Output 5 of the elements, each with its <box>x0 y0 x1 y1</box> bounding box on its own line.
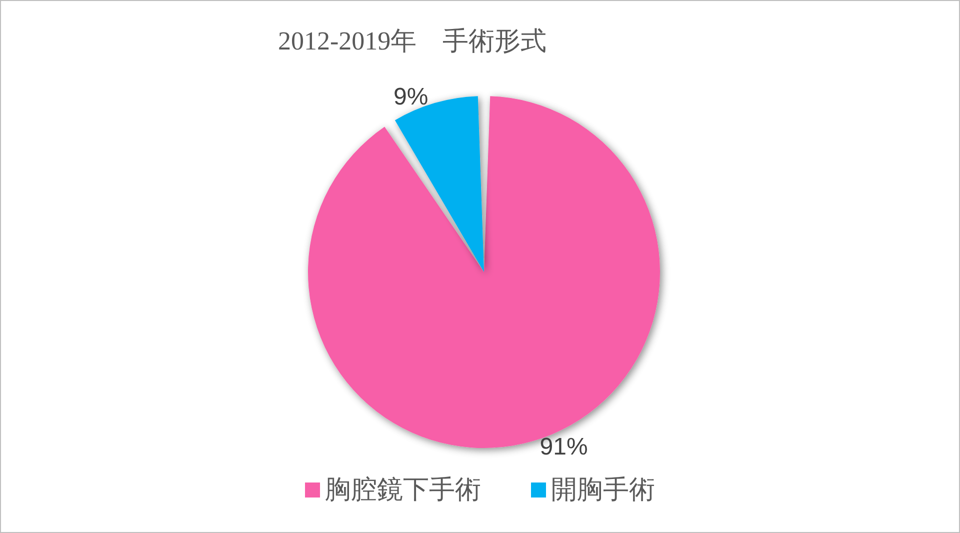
data-label: 9% <box>394 84 428 111</box>
chart-title: 2012-2019年 手術形式 <box>278 26 547 56</box>
data-label: 91% <box>540 433 588 460</box>
legend-label: 開胸手術 <box>551 475 655 505</box>
legend-label: 胸腔鏡下手術 <box>325 475 481 505</box>
